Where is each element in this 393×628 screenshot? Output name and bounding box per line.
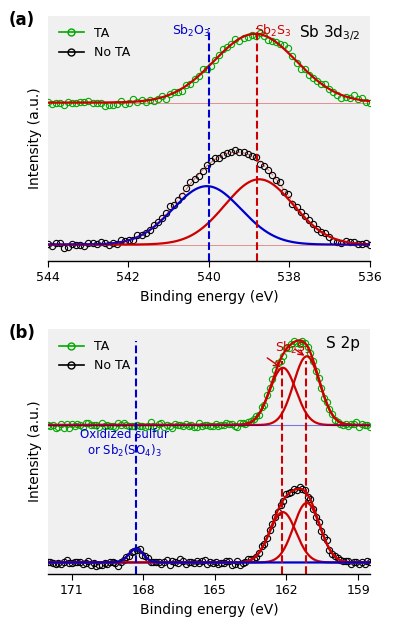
Text: Oxidized sulfur
or Sb$_2$(SO$_4$)$_3$: Oxidized sulfur or Sb$_2$(SO$_4$)$_3$ — [80, 428, 169, 459]
X-axis label: Binding energy (eV): Binding energy (eV) — [140, 603, 278, 617]
Text: S 2p: S 2p — [326, 336, 360, 351]
Text: Sb$_2$S$_3$: Sb$_2$S$_3$ — [274, 340, 311, 356]
Y-axis label: Intensity (a.u.): Intensity (a.u.) — [28, 401, 42, 502]
Text: Sb$_2$O$_3$: Sb$_2$O$_3$ — [172, 23, 211, 39]
Text: Sb$_2$S$_3$: Sb$_2$S$_3$ — [255, 23, 292, 39]
Y-axis label: Intensity (a.u.): Intensity (a.u.) — [28, 87, 42, 189]
Legend: TA, No TA: TA, No TA — [54, 22, 135, 64]
Text: (a): (a) — [9, 11, 35, 29]
X-axis label: Binding energy (eV): Binding energy (eV) — [140, 290, 278, 303]
Text: (b): (b) — [9, 324, 36, 342]
Legend: TA, No TA: TA, No TA — [54, 335, 135, 377]
Text: Sb 3d$_{3/2}$: Sb 3d$_{3/2}$ — [299, 23, 360, 43]
